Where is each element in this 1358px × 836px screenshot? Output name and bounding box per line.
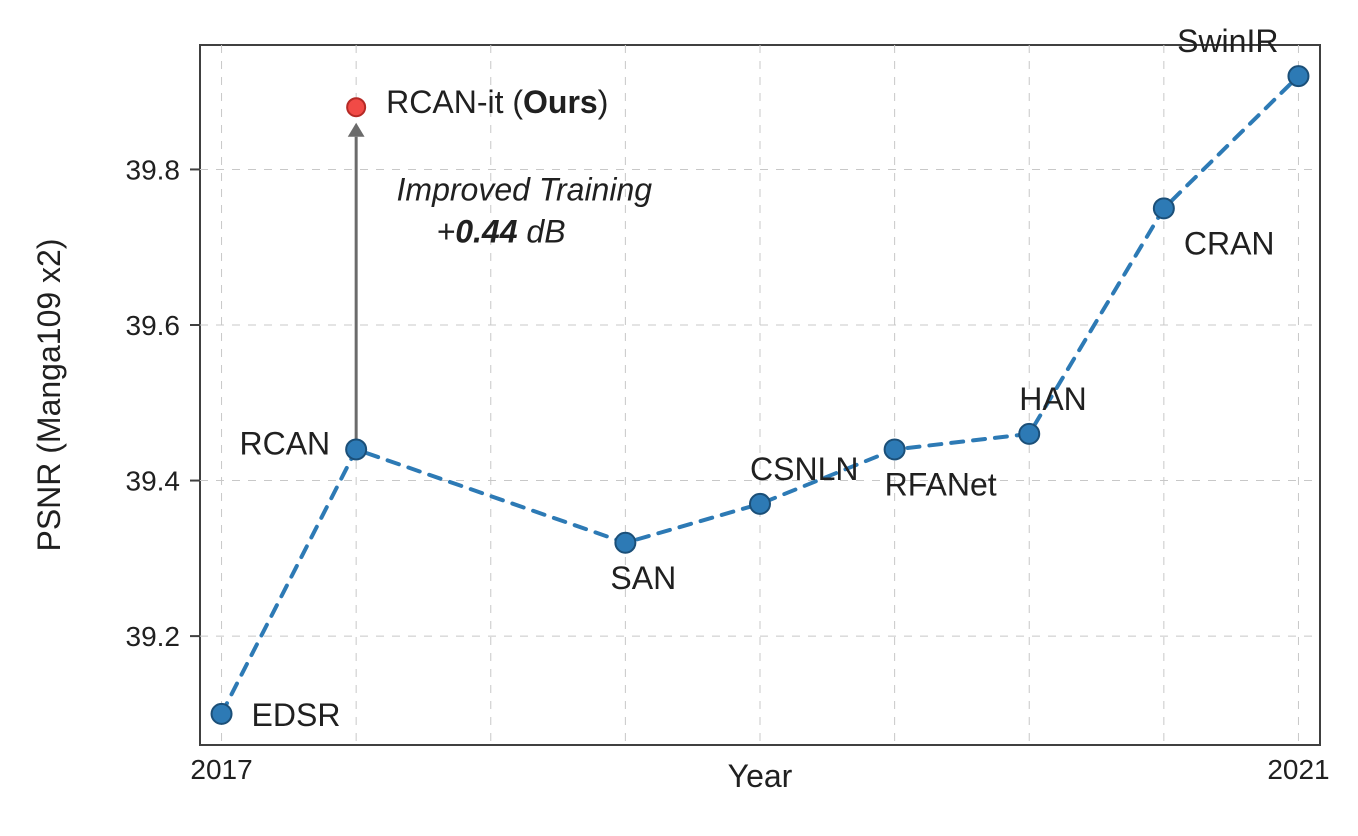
annotation-line1: Improved Training <box>397 172 653 208</box>
data-point <box>346 439 366 459</box>
point-label: HAN <box>1019 381 1087 417</box>
x-axis-title: Year <box>728 758 793 794</box>
point-label: EDSR <box>252 697 341 733</box>
y-tick-label: 39.8 <box>126 154 181 185</box>
annotation-line2: +0.44 dB <box>437 214 566 250</box>
point-label: SAN <box>610 560 676 596</box>
data-point <box>885 439 905 459</box>
point-label: RCAN <box>239 425 330 461</box>
y-tick-label: 39.2 <box>126 621 181 652</box>
data-point <box>1019 424 1039 444</box>
y-axis-title: PSNR (Manga109 x2) <box>31 238 67 551</box>
data-point <box>615 533 635 553</box>
x-tick-label: 2021 <box>1267 754 1329 785</box>
x-tick-label: 2017 <box>190 754 252 785</box>
point-label: CSNLN <box>750 451 858 487</box>
data-point <box>212 704 232 724</box>
data-point <box>1288 66 1308 86</box>
psnr-chart: 39.2 39.4 39.6 39.8 2017 2021 Year PSNR (Manga1… <box>0 0 1358 836</box>
point-label: RFANet <box>885 466 997 502</box>
ours-point <box>347 98 365 116</box>
data-point <box>1154 198 1174 218</box>
point-label: SwinIR <box>1177 23 1278 59</box>
data-point <box>750 494 770 514</box>
ours-label: RCAN-it (Ours) <box>386 84 608 120</box>
point-label: CRAN <box>1184 225 1275 261</box>
y-tick-label: 39.4 <box>126 466 181 497</box>
chart-container: { "chart": { "type": "line", "width": 13… <box>0 0 1358 836</box>
y-tick-label: 39.6 <box>126 310 181 341</box>
